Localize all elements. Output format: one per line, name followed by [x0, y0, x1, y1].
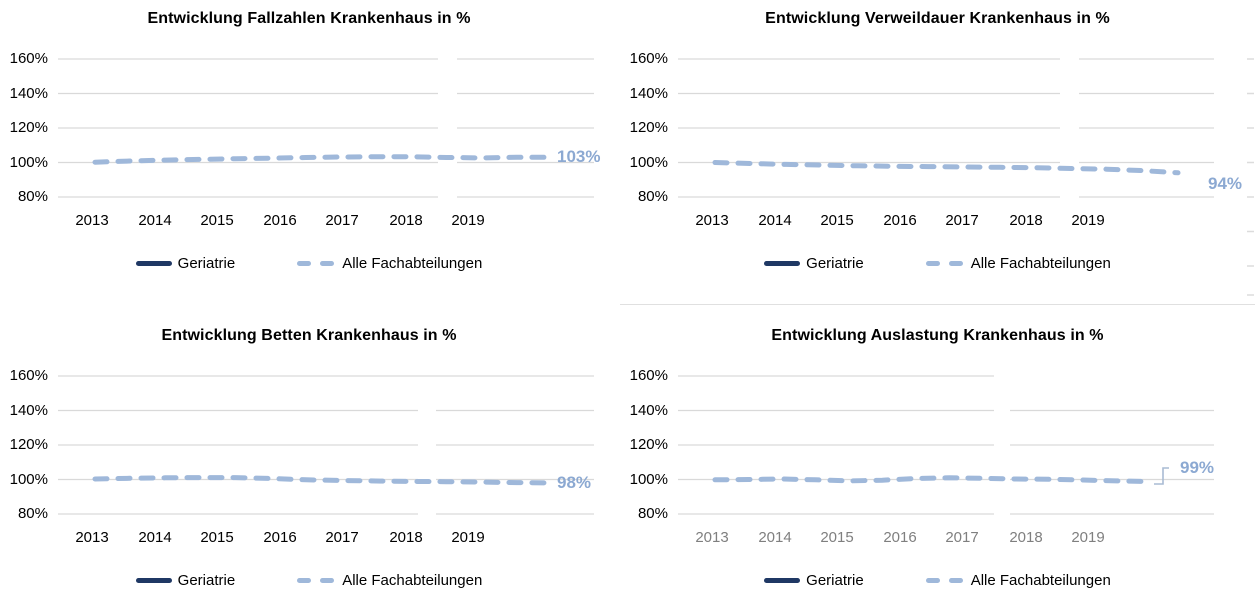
- end-value-label: 98%: [557, 473, 592, 492]
- x-tick-label: 2014: [758, 529, 792, 546]
- y-tick-label: 120%: [9, 119, 48, 136]
- y-tick-label: 160%: [9, 50, 48, 67]
- x-tick-label: 2016: [263, 212, 297, 229]
- x-tick-label: 2019: [451, 212, 485, 229]
- y-tick-label: 140%: [9, 84, 48, 102]
- x-tick-label: 2015: [200, 529, 234, 546]
- legend-label-alle-fachabteilungen: Alle Fachabteilungen: [342, 255, 483, 272]
- y-tick-label: 140%: [629, 84, 668, 102]
- geriatrie-line-swatch: [764, 261, 801, 266]
- series-alle-fachabteilungen-line: [712, 160, 1181, 176]
- series-alle-fachabteilungen-line: [92, 154, 555, 165]
- chart-betten: Entwicklung Betten Krankenhaus in % 98% …: [0, 317, 618, 609]
- end-value-label: 94%: [1208, 174, 1243, 193]
- legend-label-alle-fachabteilungen: Alle Fachabteilungen: [970, 255, 1111, 272]
- x-tick-label: 2015: [820, 212, 854, 229]
- x-tick-label: 2015: [820, 529, 854, 546]
- series-alle-fachabteilungen-line: [712, 475, 1153, 485]
- chart-title: Entwicklung Betten Krankenhaus in %: [161, 327, 457, 344]
- y-tick-label: 120%: [629, 119, 668, 136]
- geriatrie-line-swatch: [135, 261, 172, 266]
- alle-fachabteilungen-dash-swatch: [925, 578, 963, 583]
- x-tick-label: 2017: [945, 529, 979, 546]
- series-alle-fachabteilungen-line: [92, 475, 555, 486]
- legend-label-geriatrie: Geriatrie: [806, 255, 864, 272]
- y-tick-label: 100%: [9, 470, 48, 488]
- end-value-label: 103%: [557, 147, 601, 166]
- y-tick-label: 160%: [9, 367, 48, 384]
- geriatrie-line-swatch: [135, 578, 172, 583]
- chart-fallzahlen: Entwicklung Fallzahlen Krankenhaus in % …: [0, 0, 618, 300]
- chart-legend: Geriatrie Alle Fachabteilungen: [0, 572, 618, 589]
- y-tick-label: 100%: [629, 153, 668, 171]
- x-tick-label: 2018: [1009, 529, 1043, 546]
- chart-auslastung: Entwicklung Auslastung Krankenhaus in % …: [620, 317, 1255, 609]
- x-tick-label: 2013: [75, 212, 109, 229]
- alle-fachabteilungen-dash-swatch: [297, 261, 335, 266]
- alle-fachabteilungen-dash-swatch: [297, 578, 335, 583]
- x-tick-label: 2017: [325, 212, 359, 229]
- x-tick-label: 2013: [75, 529, 109, 546]
- chart-plot-svg: [58, 58, 594, 198]
- x-tick-label: 2015: [200, 212, 234, 229]
- screenshot-divider-line: [620, 304, 1255, 305]
- y-tick-label: 80%: [637, 188, 668, 205]
- x-tick-label: 2018: [389, 212, 423, 229]
- x-tick-label: 2019: [1071, 212, 1105, 229]
- legend-label-geriatrie: Geriatrie: [177, 572, 236, 589]
- y-tick-label: 140%: [9, 401, 48, 419]
- x-tick-label: 2014: [138, 212, 172, 229]
- legend-label-geriatrie: Geriatrie: [177, 255, 236, 272]
- y-tick-label: 140%: [629, 401, 668, 419]
- x-tick-label: 2013: [695, 529, 729, 546]
- x-tick-label: 2018: [389, 529, 423, 546]
- x-tick-label: 2017: [325, 529, 359, 546]
- x-tick-label: 2016: [883, 529, 917, 546]
- chart-legend: Geriatrie Alle Fachabteilungen: [620, 255, 1255, 272]
- callout-leader-line: [1154, 467, 1169, 485]
- y-tick-label: 100%: [629, 470, 668, 488]
- chart-plot-svg: [678, 58, 1254, 296]
- y-tick-label: 120%: [9, 436, 48, 453]
- legend-label-alle-fachabteilungen: Alle Fachabteilungen: [342, 572, 483, 589]
- chart-legend: Geriatrie Alle Fachabteilungen: [0, 255, 618, 272]
- y-tick-label: 120%: [629, 436, 668, 453]
- x-tick-label: 2019: [1071, 529, 1105, 546]
- end-value-label: 99%: [1180, 458, 1215, 477]
- x-tick-label: 2014: [758, 212, 792, 229]
- x-tick-label: 2016: [263, 529, 297, 546]
- y-tick-label: 100%: [9, 153, 48, 171]
- geriatrie-line-swatch: [764, 578, 801, 583]
- chart-title: Entwicklung Auslastung Krankenhaus in %: [771, 327, 1104, 344]
- chart-title: Entwicklung Verweildauer Krankenhaus in …: [765, 10, 1110, 27]
- legend-label-alle-fachabteilungen: Alle Fachabteilungen: [970, 572, 1111, 589]
- y-tick-label: 160%: [629, 367, 668, 384]
- chart-title: Entwicklung Fallzahlen Krankenhaus in %: [147, 10, 471, 27]
- x-tick-label: 2017: [945, 212, 979, 229]
- x-tick-label: 2014: [138, 529, 172, 546]
- chart-plot-svg: [58, 375, 594, 515]
- y-tick-label: 80%: [637, 505, 668, 522]
- y-tick-label: 160%: [629, 50, 668, 67]
- x-tick-label: 2019: [451, 529, 485, 546]
- chart-plot-svg: [678, 375, 1214, 515]
- x-tick-label: 2013: [695, 212, 729, 229]
- x-tick-label: 2016: [883, 212, 917, 229]
- y-tick-label: 80%: [17, 505, 48, 522]
- x-tick-label: 2018: [1009, 212, 1043, 229]
- chart-verweildauer: Entwicklung Verweildauer Krankenhaus in …: [620, 0, 1255, 300]
- chart-legend: Geriatrie Alle Fachabteilungen: [620, 572, 1255, 589]
- alle-fachabteilungen-dash-swatch: [925, 261, 963, 266]
- y-tick-label: 80%: [17, 188, 48, 205]
- legend-label-geriatrie: Geriatrie: [806, 572, 864, 589]
- stitch-seam-label-cut: [351, 527, 373, 553]
